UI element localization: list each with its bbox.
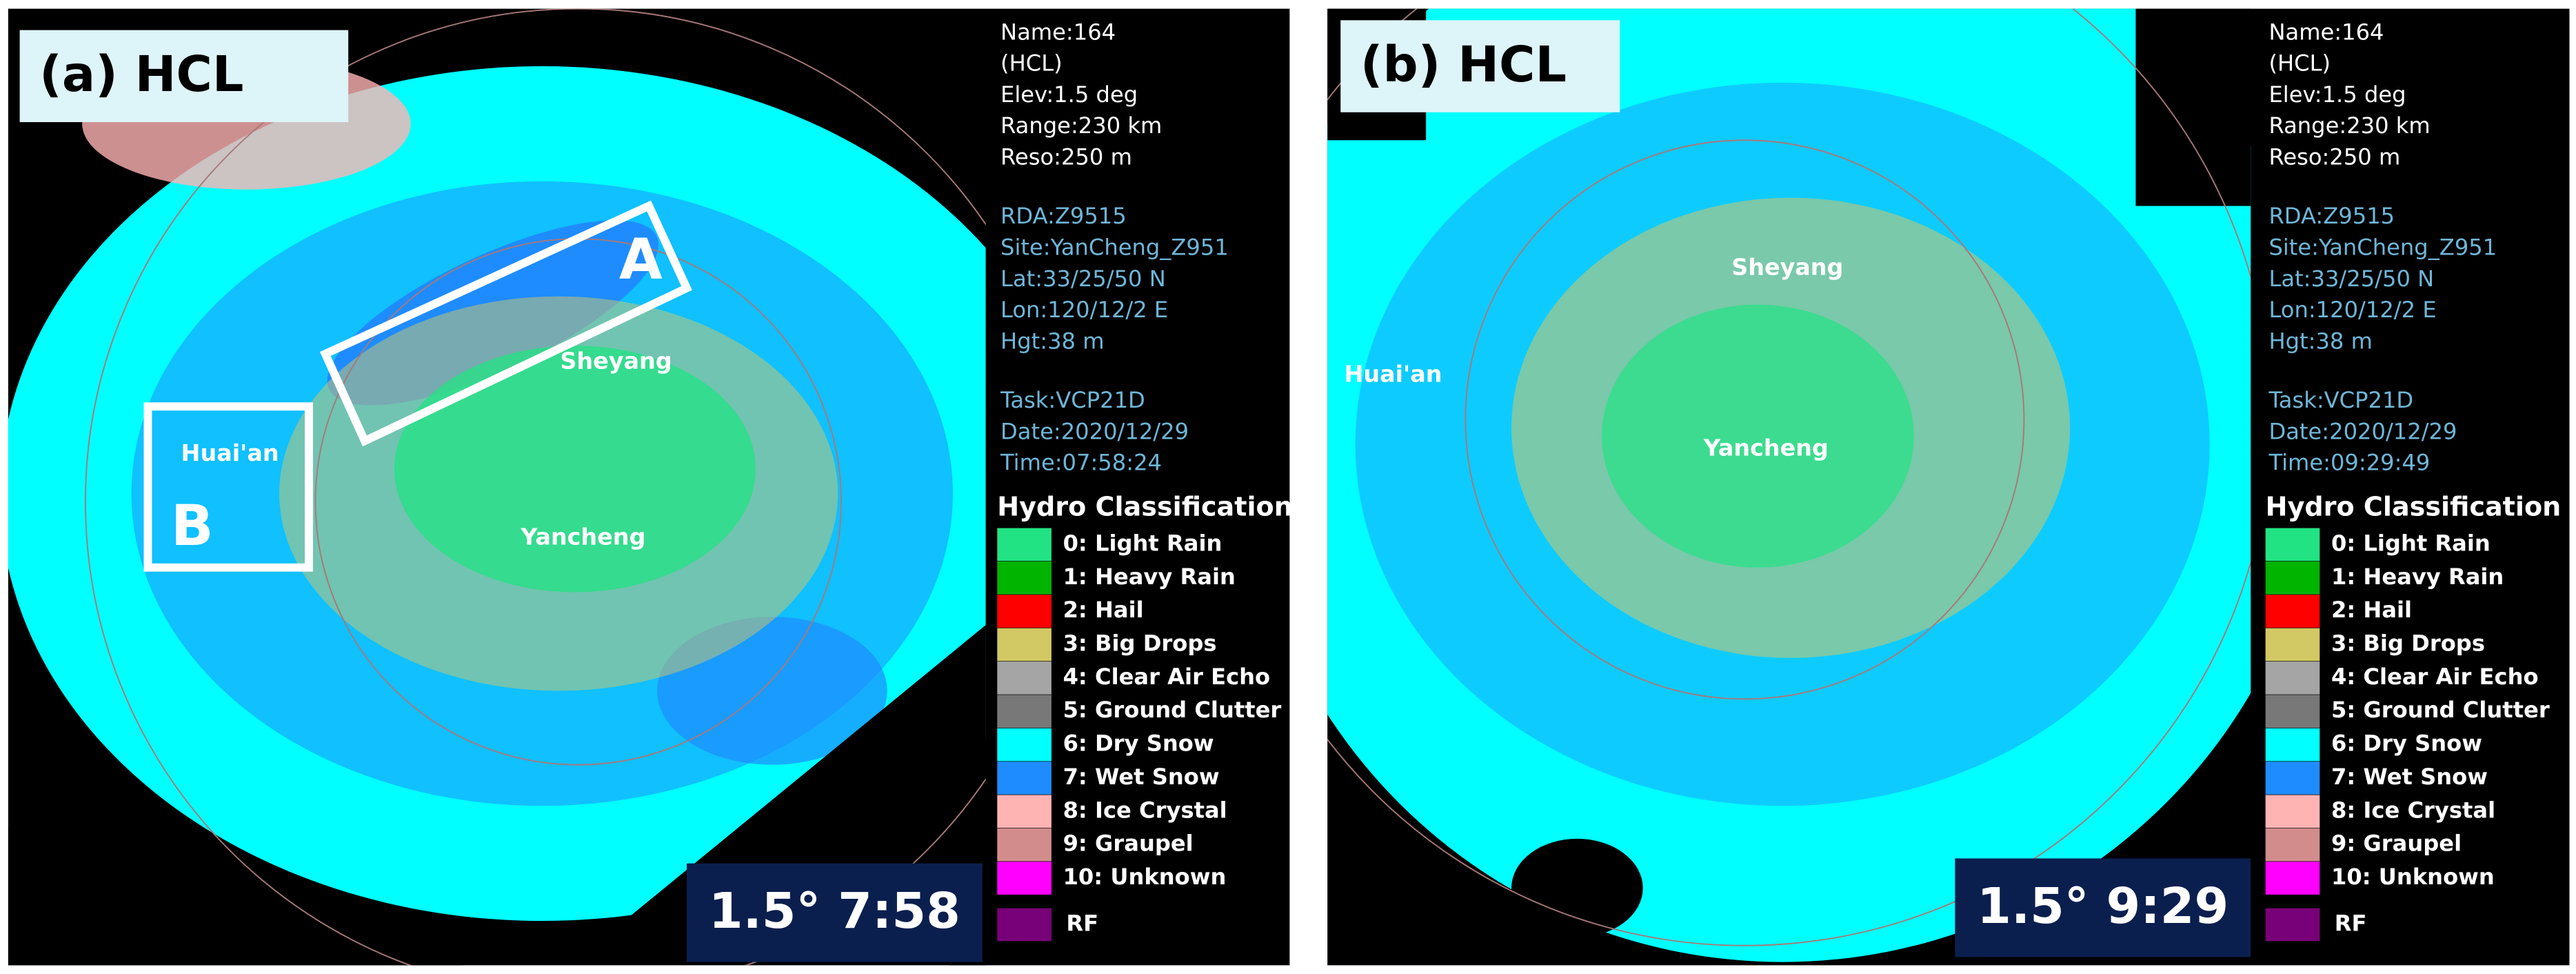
- site-line: RDA:Z9515: [1000, 203, 1127, 229]
- site-line: Lon:120/12/2 E: [2268, 297, 2436, 323]
- legend-label: 8: Ice Crystal: [1063, 797, 1227, 823]
- time-badge-text: 1.5° 7:58: [709, 882, 960, 940]
- legend-label: 5: Ground Clutter: [2331, 697, 2550, 723]
- place-name: Huai'an: [181, 439, 279, 466]
- legend-label: RF: [2335, 911, 2367, 937]
- legend-label: 2: Hail: [2331, 597, 2412, 623]
- legend-swatch: [997, 728, 1051, 762]
- legend-label: 0: Light Rain: [1063, 530, 1222, 556]
- box-label: A: [619, 228, 663, 292]
- place-name: Sheyang: [560, 347, 672, 374]
- legend-label: 4: Clear Air Echo: [1063, 664, 1271, 690]
- legend-swatch: [997, 662, 1051, 695]
- place-name: Yancheng: [520, 523, 645, 550]
- legend-swatch: [2265, 908, 2320, 942]
- legend-title: Hydro Classification: [2266, 491, 2562, 521]
- legend-swatch: [997, 595, 1051, 628]
- legend-label: 3: Big Drops: [1063, 630, 1217, 656]
- legend-swatch: [997, 762, 1051, 795]
- info-line: Range:230 km: [2268, 112, 2430, 139]
- info-line: Reso:250 m: [1000, 143, 1132, 170]
- task-line: Date:2020/12/29: [1000, 418, 1189, 444]
- radar-b: [1327, 8, 2251, 962]
- task-line: Task:VCP21D: [2268, 387, 2413, 413]
- info-line: Name:164: [2268, 19, 2384, 45]
- task-line: Date:2020/12/29: [2268, 418, 2457, 444]
- site-line: Lat:33/25/50 N: [1000, 266, 1166, 292]
- legend-swatch: [2265, 528, 2320, 561]
- legend-swatch: [997, 561, 1051, 595]
- site-line: RDA:Z9515: [2268, 203, 2395, 229]
- site-line: Site:YanCheng_Z951: [1000, 235, 1229, 261]
- label-bg: [1340, 20, 1620, 112]
- task-line: Time:07:58:24: [1000, 450, 1162, 476]
- box-b: [143, 402, 313, 572]
- legend-swatch: [997, 628, 1051, 662]
- site-line: Hgt:38 m: [1000, 328, 1105, 354]
- legend-swatch: [2265, 728, 2320, 762]
- info-line: Name:164: [1000, 19, 1116, 45]
- panel-label: (b) HCL: [1360, 36, 1567, 93]
- legend-swatch: [2265, 695, 2320, 728]
- place-name: Huai'an: [1344, 360, 1442, 387]
- legend-swatch: [2265, 862, 2320, 895]
- place-name: Yancheng: [1703, 435, 1829, 461]
- info-line: Reso:250 m: [2268, 143, 2400, 170]
- box-a: [319, 200, 692, 447]
- info-line: (HCL): [2268, 50, 2331, 77]
- legend-swatch: [997, 828, 1051, 862]
- task-line: Task:VCP21D: [1000, 387, 1145, 413]
- legend-label: 4: Clear Air Echo: [2331, 664, 2539, 690]
- box-label: B: [171, 494, 214, 559]
- label-bg: [19, 30, 349, 123]
- legend-swatch: [997, 862, 1051, 895]
- time-badge: [1955, 858, 2251, 957]
- legend-label: 9: Graupel: [2331, 831, 2462, 857]
- legend-swatch: [997, 528, 1051, 561]
- info-line: Range:230 km: [1000, 112, 1162, 139]
- info-line: Elev:1.5 deg: [1000, 81, 1138, 108]
- place-name: Sheyang: [1731, 254, 1843, 281]
- radar-a: [8, 8, 986, 966]
- legend-label: 5: Ground Clutter: [1063, 697, 1282, 723]
- legend-label: 6: Dry Snow: [1063, 730, 1214, 757]
- site-line: Lat:33/25/50 N: [2268, 266, 2434, 292]
- legend-label: 7: Wet Snow: [1063, 764, 1220, 790]
- site-line: Site:YanCheng_Z951: [2268, 235, 2497, 261]
- site-line: Lon:120/12/2 E: [1000, 297, 1168, 323]
- info-line: Elev:1.5 deg: [2268, 81, 2406, 108]
- legend-swatch: [997, 795, 1051, 828]
- legend-swatch: [2265, 662, 2320, 695]
- legend-label: RF: [1066, 911, 1098, 937]
- legend-label: 10: Unknown: [2331, 864, 2495, 890]
- legend-swatch: [997, 908, 1051, 942]
- legend-label: 1: Heavy Rain: [2331, 564, 2504, 590]
- legend-label: 10: Unknown: [1063, 864, 1227, 890]
- info-line: (HCL): [1000, 50, 1063, 77]
- site-line: Hgt:38 m: [2268, 328, 2373, 354]
- legend-swatch: [2265, 595, 2320, 628]
- legend-swatch: [2265, 762, 2320, 795]
- legend-label: 9: Graupel: [1063, 831, 1194, 857]
- legend-label: 7: Wet Snow: [2331, 764, 2488, 790]
- legend-swatch: [2265, 795, 2320, 828]
- legend-label: 3: Big Drops: [2331, 630, 2485, 656]
- legend-label: 0: Light Rain: [2331, 530, 2491, 556]
- time-badge-text: 1.5° 9:29: [1977, 877, 2228, 935]
- legend-label: 6: Dry Snow: [2331, 730, 2482, 757]
- task-line: Time:09:29:49: [2268, 450, 2430, 476]
- legend-label: 8: Ice Crystal: [2331, 797, 2495, 823]
- legend-swatch: [997, 695, 1051, 728]
- legend-swatch: [2265, 628, 2320, 662]
- legend-label: 1: Heavy Rain: [1063, 564, 1236, 590]
- time-badge: [686, 863, 983, 962]
- legend-label: 2: Hail: [1063, 597, 1144, 623]
- legend-swatch: [2265, 561, 2320, 595]
- legend-swatch: [2265, 828, 2320, 862]
- legend-title: Hydro Classification: [997, 491, 1293, 521]
- panel-label: (a) HCL: [39, 46, 243, 103]
